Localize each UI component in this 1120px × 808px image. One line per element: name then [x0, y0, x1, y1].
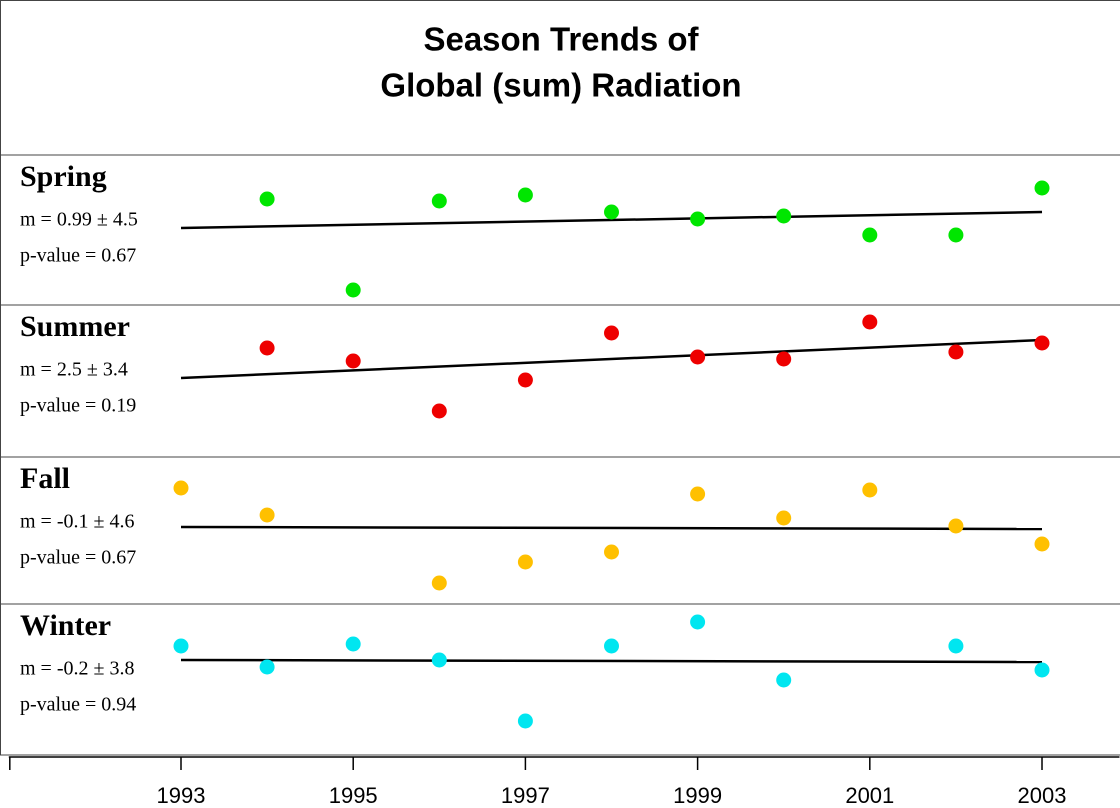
point — [690, 349, 706, 365]
slope-label: m = -0.2 ± 3.8 — [20, 658, 134, 680]
trend-line — [180, 658, 1043, 664]
panel-name: Spring — [20, 160, 107, 193]
point — [173, 638, 189, 654]
point — [517, 554, 533, 570]
point — [776, 351, 792, 367]
chart-title: Global (sum) Radiation — [380, 67, 741, 104]
point — [604, 204, 620, 220]
point — [1034, 180, 1050, 196]
point — [948, 344, 964, 360]
point — [690, 614, 706, 630]
point — [345, 636, 361, 652]
point — [345, 353, 361, 369]
x-tick-label: 1999 — [673, 783, 722, 808]
point — [776, 510, 792, 526]
point — [862, 482, 878, 498]
point — [517, 372, 533, 388]
point — [862, 314, 878, 330]
point — [431, 403, 447, 419]
point — [345, 282, 361, 298]
panel-name: Fall — [20, 462, 70, 495]
point — [948, 518, 964, 534]
point — [690, 211, 706, 227]
point — [604, 638, 620, 654]
point — [948, 638, 964, 654]
trend-line — [180, 525, 1043, 531]
x-tick-label: 2003 — [1018, 783, 1067, 808]
p-value-label: p-value = 0.94 — [20, 694, 136, 716]
point — [1034, 335, 1050, 351]
chart-title: Season Trends of — [423, 21, 699, 58]
point — [259, 659, 275, 675]
trend-line — [180, 210, 1043, 230]
x-tick-label: 1993 — [157, 783, 206, 808]
point — [431, 652, 447, 668]
point — [862, 227, 878, 243]
point — [259, 507, 275, 523]
point — [259, 191, 275, 207]
point — [604, 325, 620, 341]
point — [517, 713, 533, 729]
point — [259, 340, 275, 356]
point — [1034, 536, 1050, 552]
x-tick-label: 1997 — [501, 783, 550, 808]
point — [1034, 662, 1050, 678]
point — [690, 486, 706, 502]
x-tick-label: 1995 — [329, 783, 378, 808]
point — [517, 187, 533, 203]
point — [776, 208, 792, 224]
point — [604, 544, 620, 560]
p-value-label: p-value = 0.67 — [20, 547, 136, 569]
slope-label: m = -0.1 ± 4.6 — [20, 511, 134, 533]
point — [431, 575, 447, 591]
panel-name: Winter — [20, 609, 111, 642]
p-value-label: p-value = 0.19 — [20, 395, 136, 417]
slope-label: m = 0.99 ± 4.5 — [20, 209, 138, 231]
point — [776, 672, 792, 688]
point — [948, 227, 964, 243]
point — [173, 480, 189, 496]
trend-line — [180, 338, 1043, 380]
slope-label: m = 2.5 ± 3.4 — [20, 359, 128, 381]
x-tick-label: 2001 — [845, 783, 894, 808]
p-value-label: p-value = 0.67 — [20, 245, 136, 267]
panel-name: Summer — [20, 310, 130, 343]
point — [431, 193, 447, 209]
